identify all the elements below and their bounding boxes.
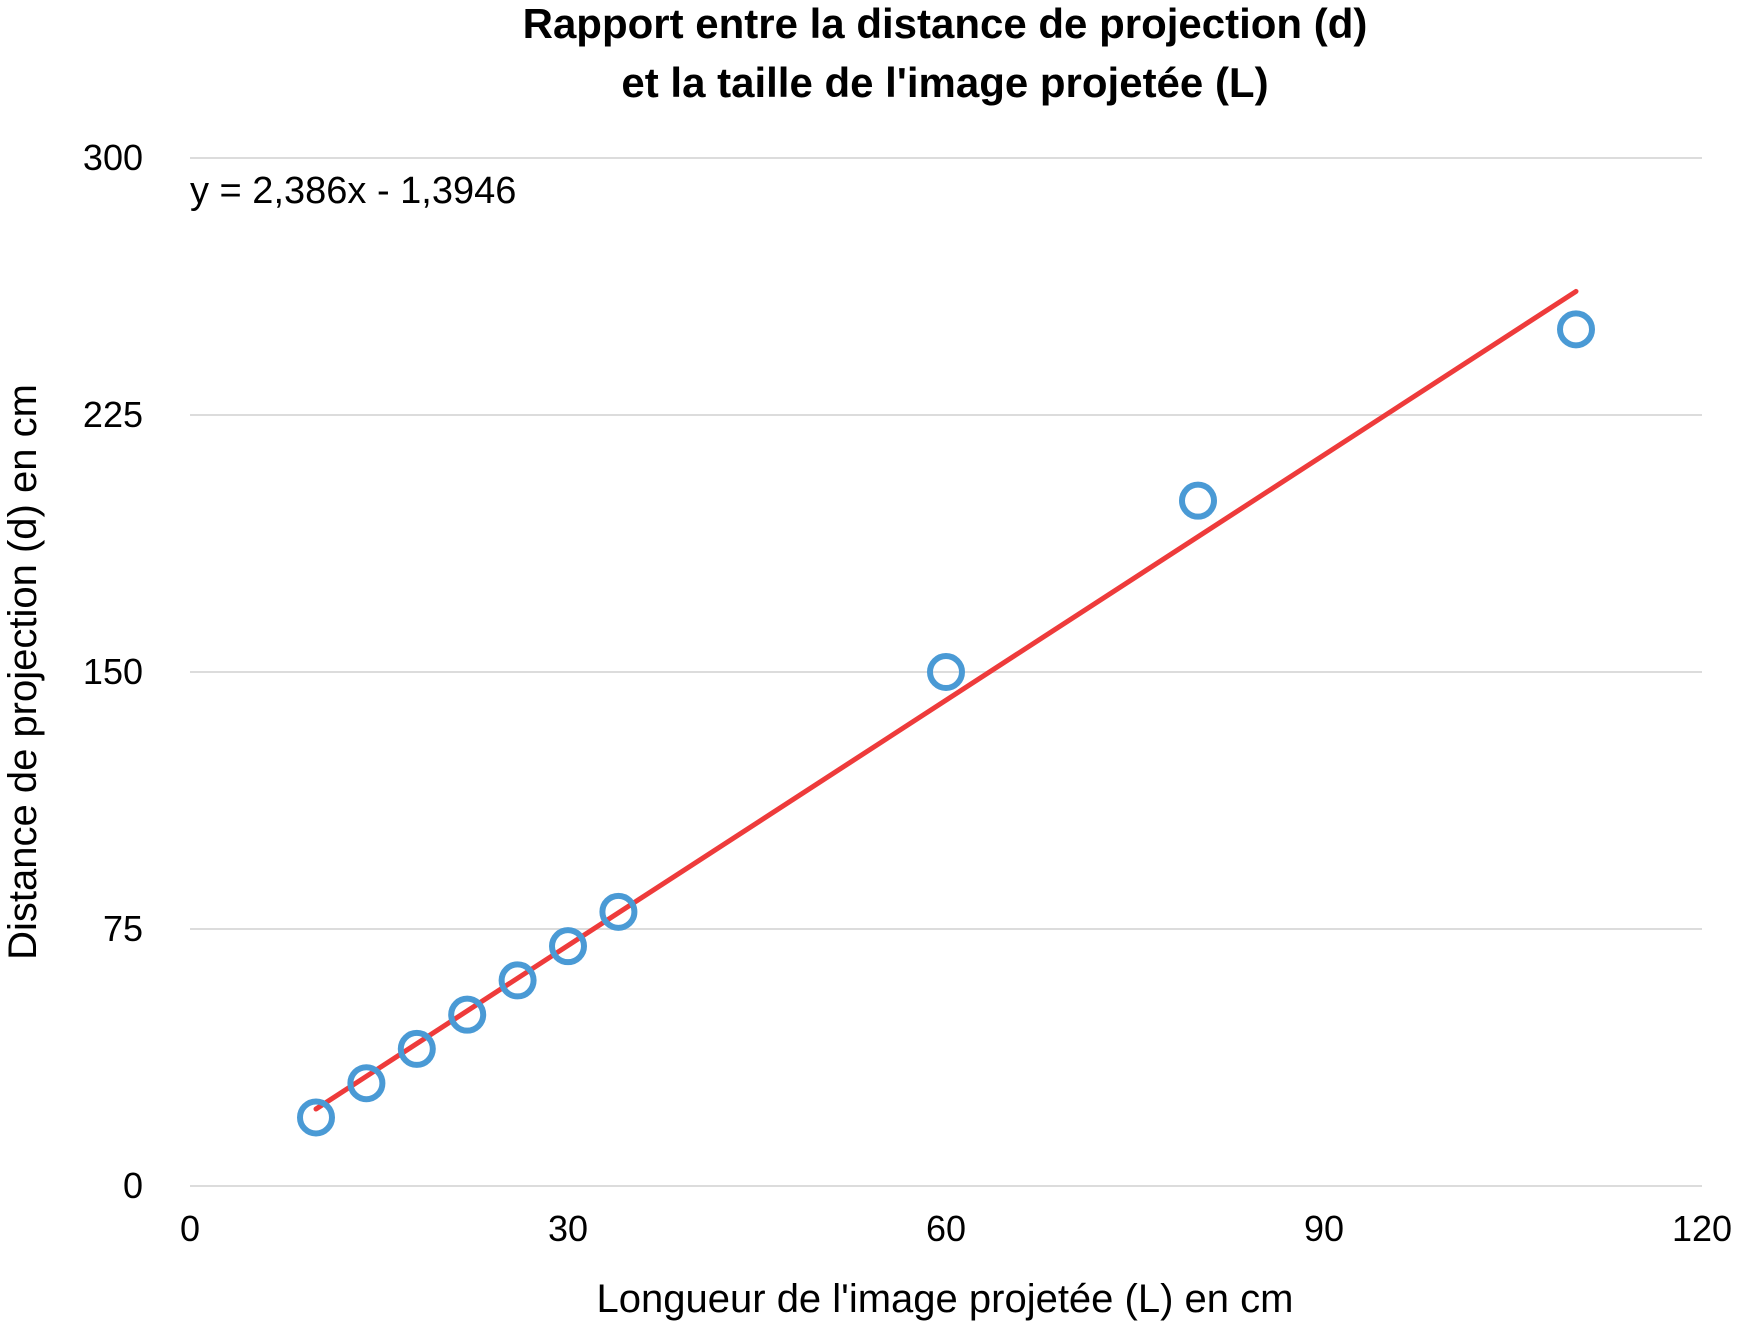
y-tick-label: 75 — [103, 908, 143, 949]
x-tick-label: 60 — [926, 1208, 966, 1249]
chart-title-line-2: et la taille de l'image projetée (L) — [621, 59, 1268, 106]
data-point — [397, 1029, 436, 1068]
data-point — [498, 961, 537, 1000]
y-tick-label: 150 — [83, 651, 143, 692]
x-axis-tick-labels: 0 30 60 90 120 — [180, 1208, 1732, 1249]
x-tick-label: 120 — [1672, 1208, 1732, 1249]
x-tick-label: 0 — [180, 1208, 200, 1249]
x-tick-label: 30 — [548, 1208, 588, 1249]
trendline-equation: y = 2,386x - 1,3946 — [190, 170, 516, 212]
data-point — [448, 995, 487, 1034]
data-point — [1557, 310, 1595, 349]
x-axis-label: Longueur de l'image projetée (L) en cm — [597, 1277, 1294, 1321]
data-point — [297, 1098, 335, 1137]
data-point — [927, 653, 965, 691]
y-tick-label: 0 — [123, 1165, 143, 1206]
chart-title-line-1: Rapport entre la distance de projection … — [523, 0, 1368, 47]
data-point — [1179, 481, 1217, 520]
x-tick-label: 90 — [1304, 1208, 1344, 1249]
trendline — [313, 288, 1579, 1112]
data-points-layer — [297, 310, 1595, 1137]
trendline-layer — [313, 288, 1579, 1112]
data-point — [599, 892, 638, 931]
data-point — [347, 1064, 386, 1103]
data-point — [549, 927, 587, 966]
gridlines — [190, 157, 1702, 1187]
y-axis-tick-labels: 0 75 150 225 300 — [83, 137, 143, 1206]
y-tick-label: 300 — [83, 137, 143, 178]
y-tick-label: 225 — [83, 394, 143, 435]
y-axis-label: Distance de projection (d) en cm — [1, 384, 45, 960]
